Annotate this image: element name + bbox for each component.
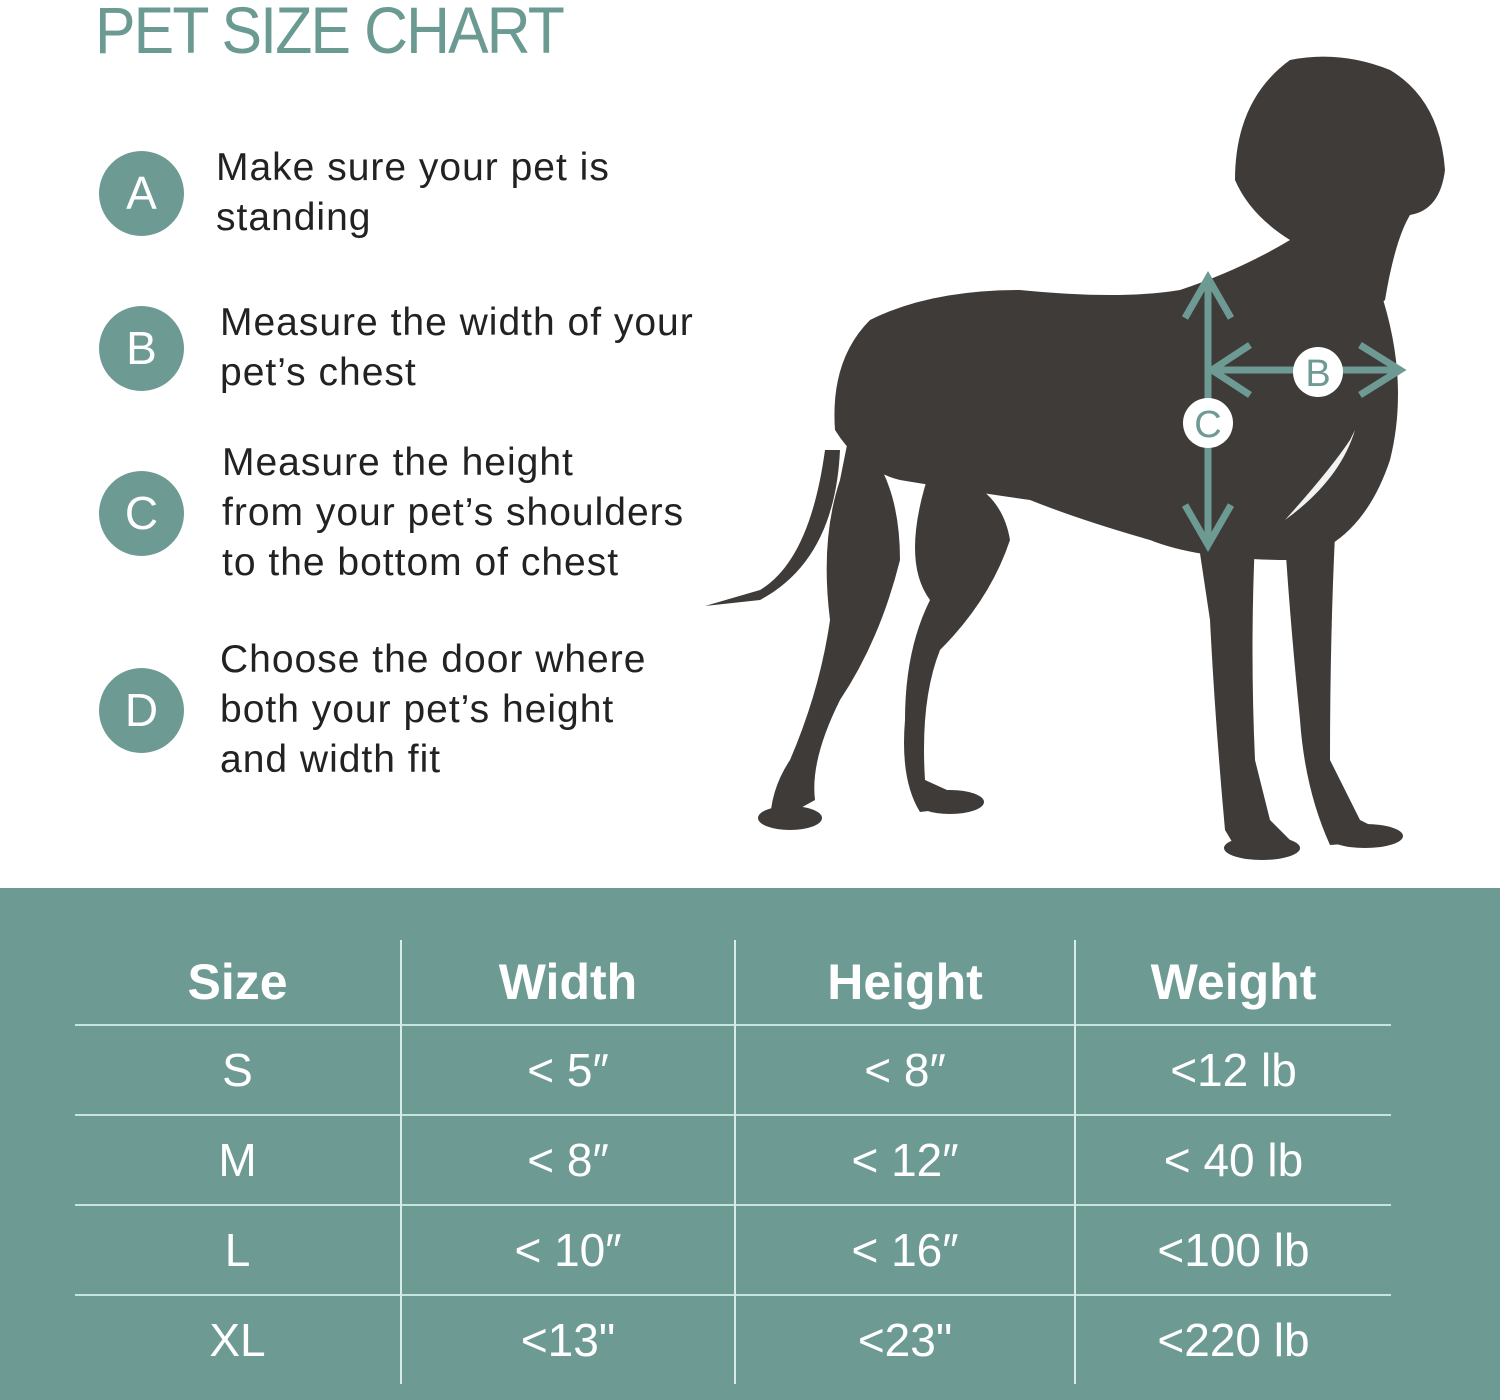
step-c: C Measure the height from your pet’s sho… — [99, 438, 684, 588]
table-row: L < 10″ < 16″ <100 lb — [75, 1204, 1391, 1295]
table-row: S < 5″ < 8″ <12 lb — [75, 1024, 1391, 1115]
table-row: M < 8″ < 12″ < 40 lb — [75, 1114, 1391, 1205]
height-arrow-head-up — [1181, 270, 1235, 320]
cell-width: <13" — [400, 1294, 735, 1384]
cell-width: < 8″ — [400, 1114, 735, 1205]
step-text-c: Measure the height from your pet’s shoul… — [222, 441, 685, 584]
step-text-b: Measure the width of your pet’s chest — [220, 301, 694, 394]
width-arrow-head-left — [1205, 342, 1252, 398]
step-d: D Choose the door where both your pet’s … — [99, 635, 646, 785]
cell-weight: <12 lb — [1074, 1024, 1391, 1115]
cell-height: < 8″ — [734, 1024, 1075, 1115]
step-badge-b: B — [99, 305, 184, 391]
step-badge-d: D — [99, 667, 184, 753]
marker-c-circle — [1183, 398, 1233, 448]
step-a: A Make sure your pet is standing — [99, 143, 610, 243]
step-b: B Measure the width of your pet’s chest — [99, 298, 694, 398]
dog-illustration: B C — [705, 56, 1445, 860]
cell-weight: < 40 lb — [1074, 1114, 1391, 1205]
marker-c: C — [1194, 404, 1221, 446]
table-header-row: Size Width Height Weight — [75, 940, 1391, 1025]
step-badge-a: A — [99, 150, 184, 236]
step-text-a: Make sure your pet is standing — [216, 146, 610, 239]
cell-size: S — [75, 1024, 401, 1115]
height-arrow-head-down — [1181, 503, 1235, 553]
cell-size: XL — [75, 1294, 401, 1384]
cell-width: < 5″ — [400, 1024, 735, 1115]
marker-b: B — [1305, 353, 1330, 395]
size-table-panel: Size Width Height Weight S < 5″ < 8″ <12… — [0, 888, 1500, 1400]
step-badge-c: C — [99, 470, 184, 556]
cell-height: < 12″ — [734, 1114, 1075, 1205]
marker-b-circle — [1293, 347, 1343, 397]
cell-weight: <100 lb — [1074, 1204, 1391, 1295]
cell-size: M — [75, 1114, 401, 1205]
header-height: Height — [734, 940, 1075, 1025]
width-arrow-head-right — [1358, 342, 1407, 398]
step-text-d: Choose the door where both your pet’s he… — [220, 638, 647, 781]
table-row: XL <13" <23" <220 lb — [75, 1294, 1391, 1384]
dog-silhouette — [705, 56, 1445, 860]
cell-height: <23" — [734, 1294, 1075, 1384]
header-size: Size — [187, 954, 288, 1010]
page-title: PET SIZE CHART — [95, 0, 565, 67]
size-table: Size Width Height Weight S < 5″ < 8″ <12… — [75, 940, 1391, 1384]
header-width: Width — [400, 940, 735, 1025]
header-weight: Weight — [1074, 940, 1391, 1025]
cell-size: L — [75, 1204, 401, 1295]
cell-width: < 10″ — [400, 1204, 735, 1295]
cell-weight: <220 lb — [1074, 1294, 1391, 1384]
cell-height: < 16″ — [734, 1204, 1075, 1295]
